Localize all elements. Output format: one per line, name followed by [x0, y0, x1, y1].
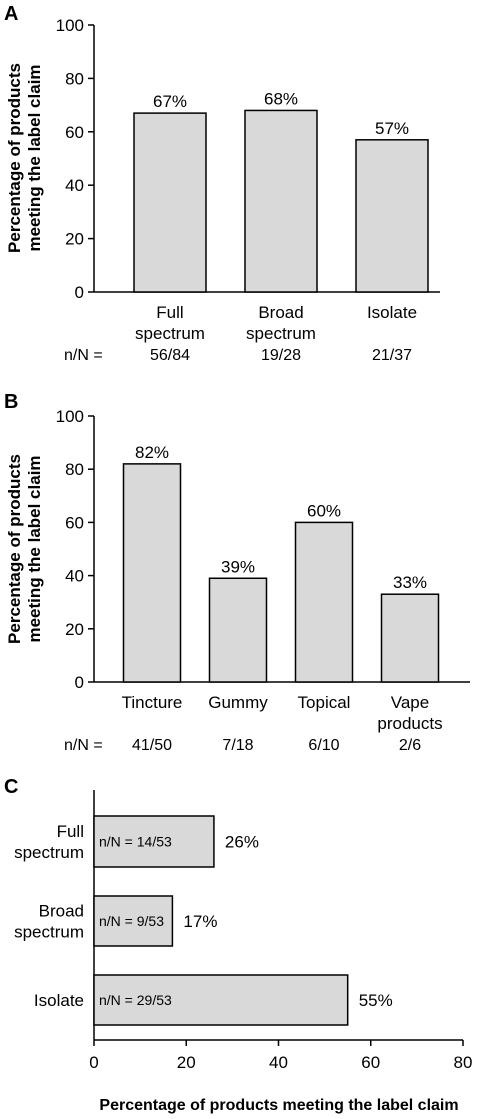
- bar-inner-label: n/N = 14/53: [99, 834, 172, 850]
- data-label: 55%: [359, 991, 393, 1010]
- data-label: 33%: [393, 573, 427, 592]
- y-tick-label: 20: [65, 620, 84, 639]
- category-label: Vape: [391, 693, 429, 712]
- x-tick-label: 20: [177, 1053, 196, 1072]
- y-axis-label-line: meeting the label claim: [25, 64, 44, 251]
- n-value: 56/84: [150, 347, 190, 364]
- y-axis-label: Percentage of products meeting the label …: [5, 454, 44, 644]
- y-tick-label: 100: [56, 16, 84, 35]
- data-label: 39%: [221, 557, 255, 576]
- x-tick-label: 0: [89, 1053, 98, 1072]
- bar-inner-label: n/N = 29/53: [99, 992, 172, 1008]
- category-label: Broad: [258, 303, 303, 322]
- category-label: spectrum: [14, 843, 84, 862]
- bar: [380, 593, 440, 683]
- y-tick-label: 60: [65, 123, 84, 142]
- y-axis-label-line: meeting the label claim: [25, 455, 44, 642]
- y-tick-label: 100: [56, 407, 84, 426]
- category-label: Full: [156, 303, 183, 322]
- n-value: 6/10: [308, 737, 339, 754]
- category-label: Broad: [39, 902, 84, 921]
- panel-letter: B: [4, 391, 18, 413]
- bar: [93, 815, 215, 868]
- data-label: 26%: [225, 833, 259, 852]
- category-label: Isolate: [367, 303, 417, 322]
- category-label: Tincture: [122, 693, 183, 712]
- bar: [93, 974, 349, 1026]
- x-tick-label: 80: [454, 1053, 473, 1072]
- x-tick-label: 40: [269, 1053, 288, 1072]
- data-label: 67%: [153, 92, 187, 111]
- category-label: Full: [57, 822, 84, 841]
- n-prefix-label: n/N =: [64, 737, 103, 754]
- bar: [133, 112, 207, 293]
- y-tick-label: 80: [65, 460, 84, 479]
- y-axis-label-line: Percentage of products: [5, 454, 24, 644]
- bar: [294, 521, 354, 683]
- y-tick-label: 20: [65, 230, 84, 249]
- panel-letter: A: [4, 3, 18, 25]
- bar: [244, 109, 318, 293]
- n-value: 7/18: [222, 737, 253, 754]
- data-label: 60%: [307, 501, 341, 520]
- n-prefix-label: n/N =: [64, 347, 103, 364]
- y-tick-label: 0: [75, 673, 84, 692]
- y-tick-label: 0: [75, 283, 84, 302]
- category-label: Isolate: [34, 991, 84, 1010]
- bar: [93, 895, 174, 947]
- category-label: products: [377, 714, 442, 733]
- data-label: 17%: [183, 912, 217, 931]
- category-label: spectrum: [135, 324, 205, 343]
- data-label: 57%: [375, 119, 409, 138]
- bar: [122, 463, 182, 683]
- x-tick-label: 60: [361, 1053, 380, 1072]
- n-value: 21/37: [372, 347, 412, 364]
- category-label: spectrum: [246, 324, 316, 343]
- n-value: 41/50: [132, 737, 172, 754]
- y-tick-label: 40: [65, 567, 84, 586]
- y-tick-label: 40: [65, 176, 84, 195]
- panel-letter: C: [4, 776, 18, 798]
- bar: [355, 139, 429, 293]
- y-axis-label: Percentage of products meeting the label …: [5, 63, 44, 253]
- category-label: Gummy: [208, 693, 268, 712]
- bar-inner-label: n/N = 9/53: [99, 913, 164, 929]
- y-axis-label-line: Percentage of products: [5, 63, 24, 253]
- category-label: Topical: [298, 693, 351, 712]
- data-label: 68%: [264, 89, 298, 108]
- n-value: 19/28: [261, 347, 301, 364]
- category-label: spectrum: [14, 923, 84, 942]
- data-label: 82%: [135, 443, 169, 462]
- bar: [208, 577, 268, 683]
- x-axis-label: Percentage of products meeting the label…: [99, 1097, 458, 1114]
- n-value: 2/6: [399, 737, 421, 754]
- y-tick-label: 60: [65, 513, 84, 532]
- y-tick-label: 80: [65, 69, 84, 88]
